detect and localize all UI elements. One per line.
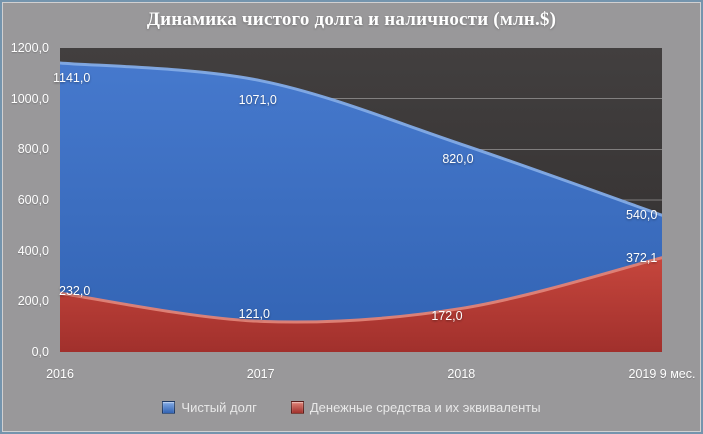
data-label: 1071,0: [238, 92, 277, 107]
legend-item-cash: Денежные средства и их эквиваленты: [290, 399, 541, 415]
legend-item-net-debt: Чистый долг: [162, 399, 257, 415]
y-tick-label: 200,0: [17, 294, 49, 309]
y-tick-label: 800,0: [17, 142, 49, 157]
x-tick-label: 2018: [447, 367, 476, 381]
data-label: 232,0: [59, 284, 91, 299]
legend-label-net-debt: Чистый долг: [181, 399, 257, 415]
x-tick-label: 2017: [246, 367, 275, 381]
data-label: 1141,0: [53, 70, 91, 85]
x-tick-label: 2019 9 мес.: [628, 367, 696, 381]
x-tick-label: 2016: [46, 367, 74, 381]
data-label: 121,0: [238, 307, 270, 322]
chart-title: Динамика чистого долга и наличности (млн…: [146, 9, 557, 30]
data-label: 540,0: [626, 208, 658, 223]
y-tick-label: 1000,0: [10, 91, 49, 106]
data-label: 820,0: [442, 152, 474, 167]
legend: Чистый долг Денежные средства и их эквив…: [2, 398, 701, 416]
y-tick-label: 600,0: [17, 193, 49, 207]
area-chart-svg: [60, 61, 662, 352]
legend-marker-cash-icon: [290, 400, 304, 414]
data-label: 172,0: [431, 309, 463, 324]
legend-label-cash: Денежные средства и их эквиваленты: [309, 399, 541, 415]
y-tick-label: 1200,0: [10, 41, 49, 55]
y-tick-label: 400,0: [17, 243, 49, 258]
y-tick-label: 0,0: [31, 345, 49, 359]
legend-marker-net-debt-icon: [162, 400, 176, 414]
data-label: 372,1: [626, 250, 658, 265]
plot-area: [60, 48, 662, 352]
